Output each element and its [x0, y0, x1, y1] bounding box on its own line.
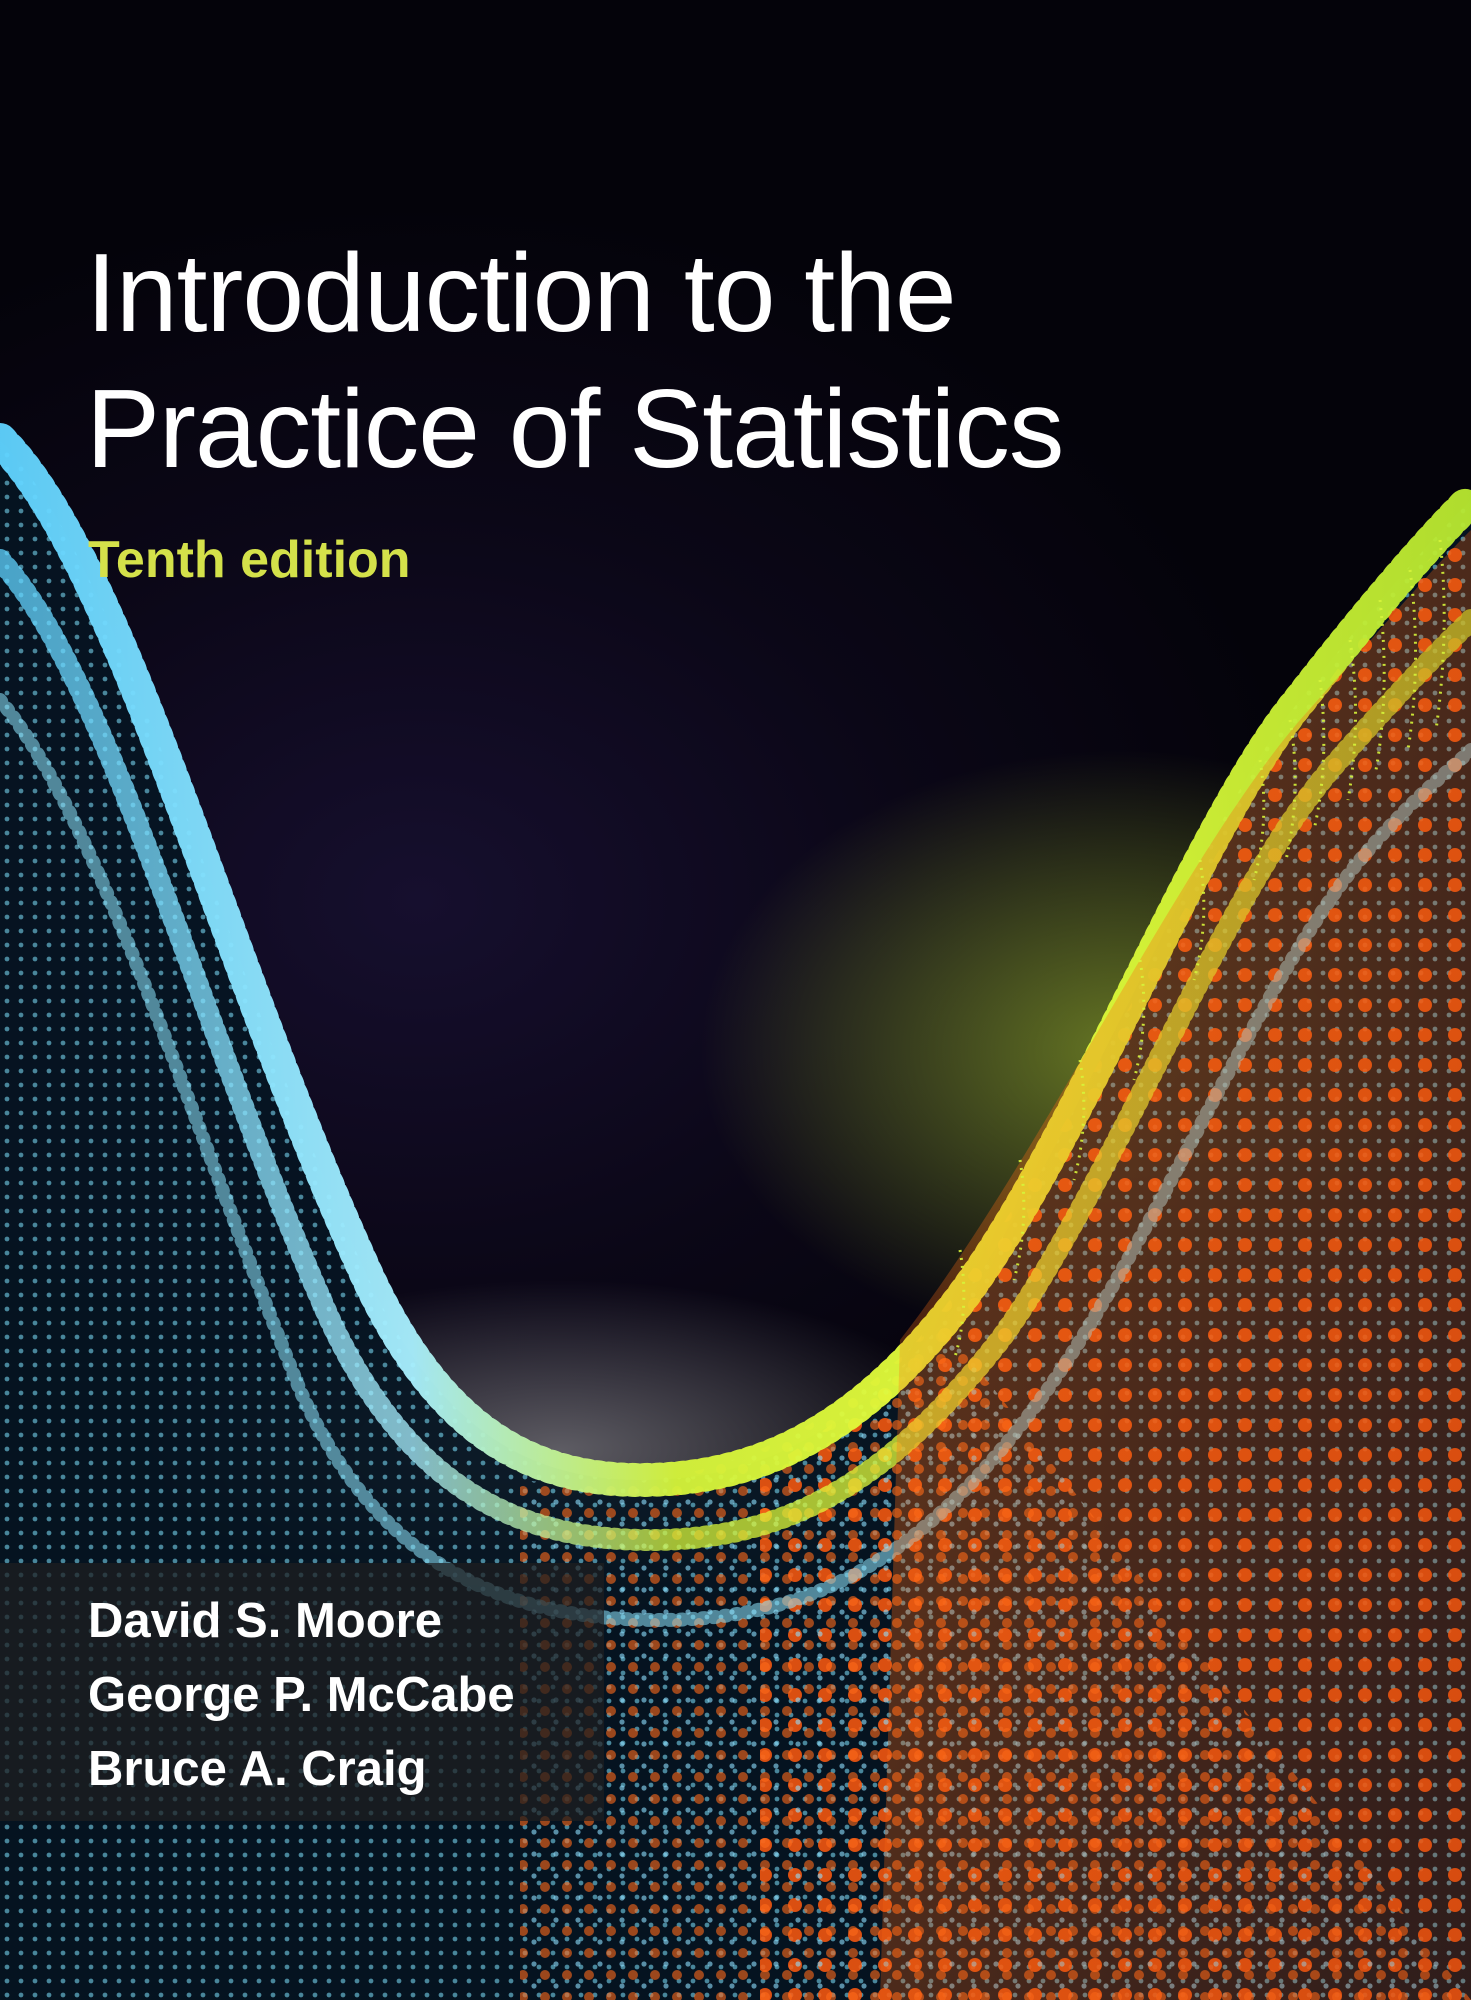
title-line-2: Practice of Statistics: [86, 367, 1064, 491]
book-title: Introduction to the Practice of Statisti…: [86, 225, 1064, 497]
author-list: David S. Moore George P. McCabe Bruce A.…: [88, 1584, 515, 1806]
author-name: George P. McCabe: [88, 1668, 515, 1722]
edition-label: Tenth edition: [88, 531, 411, 589]
title-line-1: Introduction to the: [86, 231, 957, 355]
author-name: Bruce A. Craig: [88, 1742, 427, 1796]
author-name: David S. Moore: [88, 1594, 442, 1648]
author-panel: [0, 1563, 604, 1821]
